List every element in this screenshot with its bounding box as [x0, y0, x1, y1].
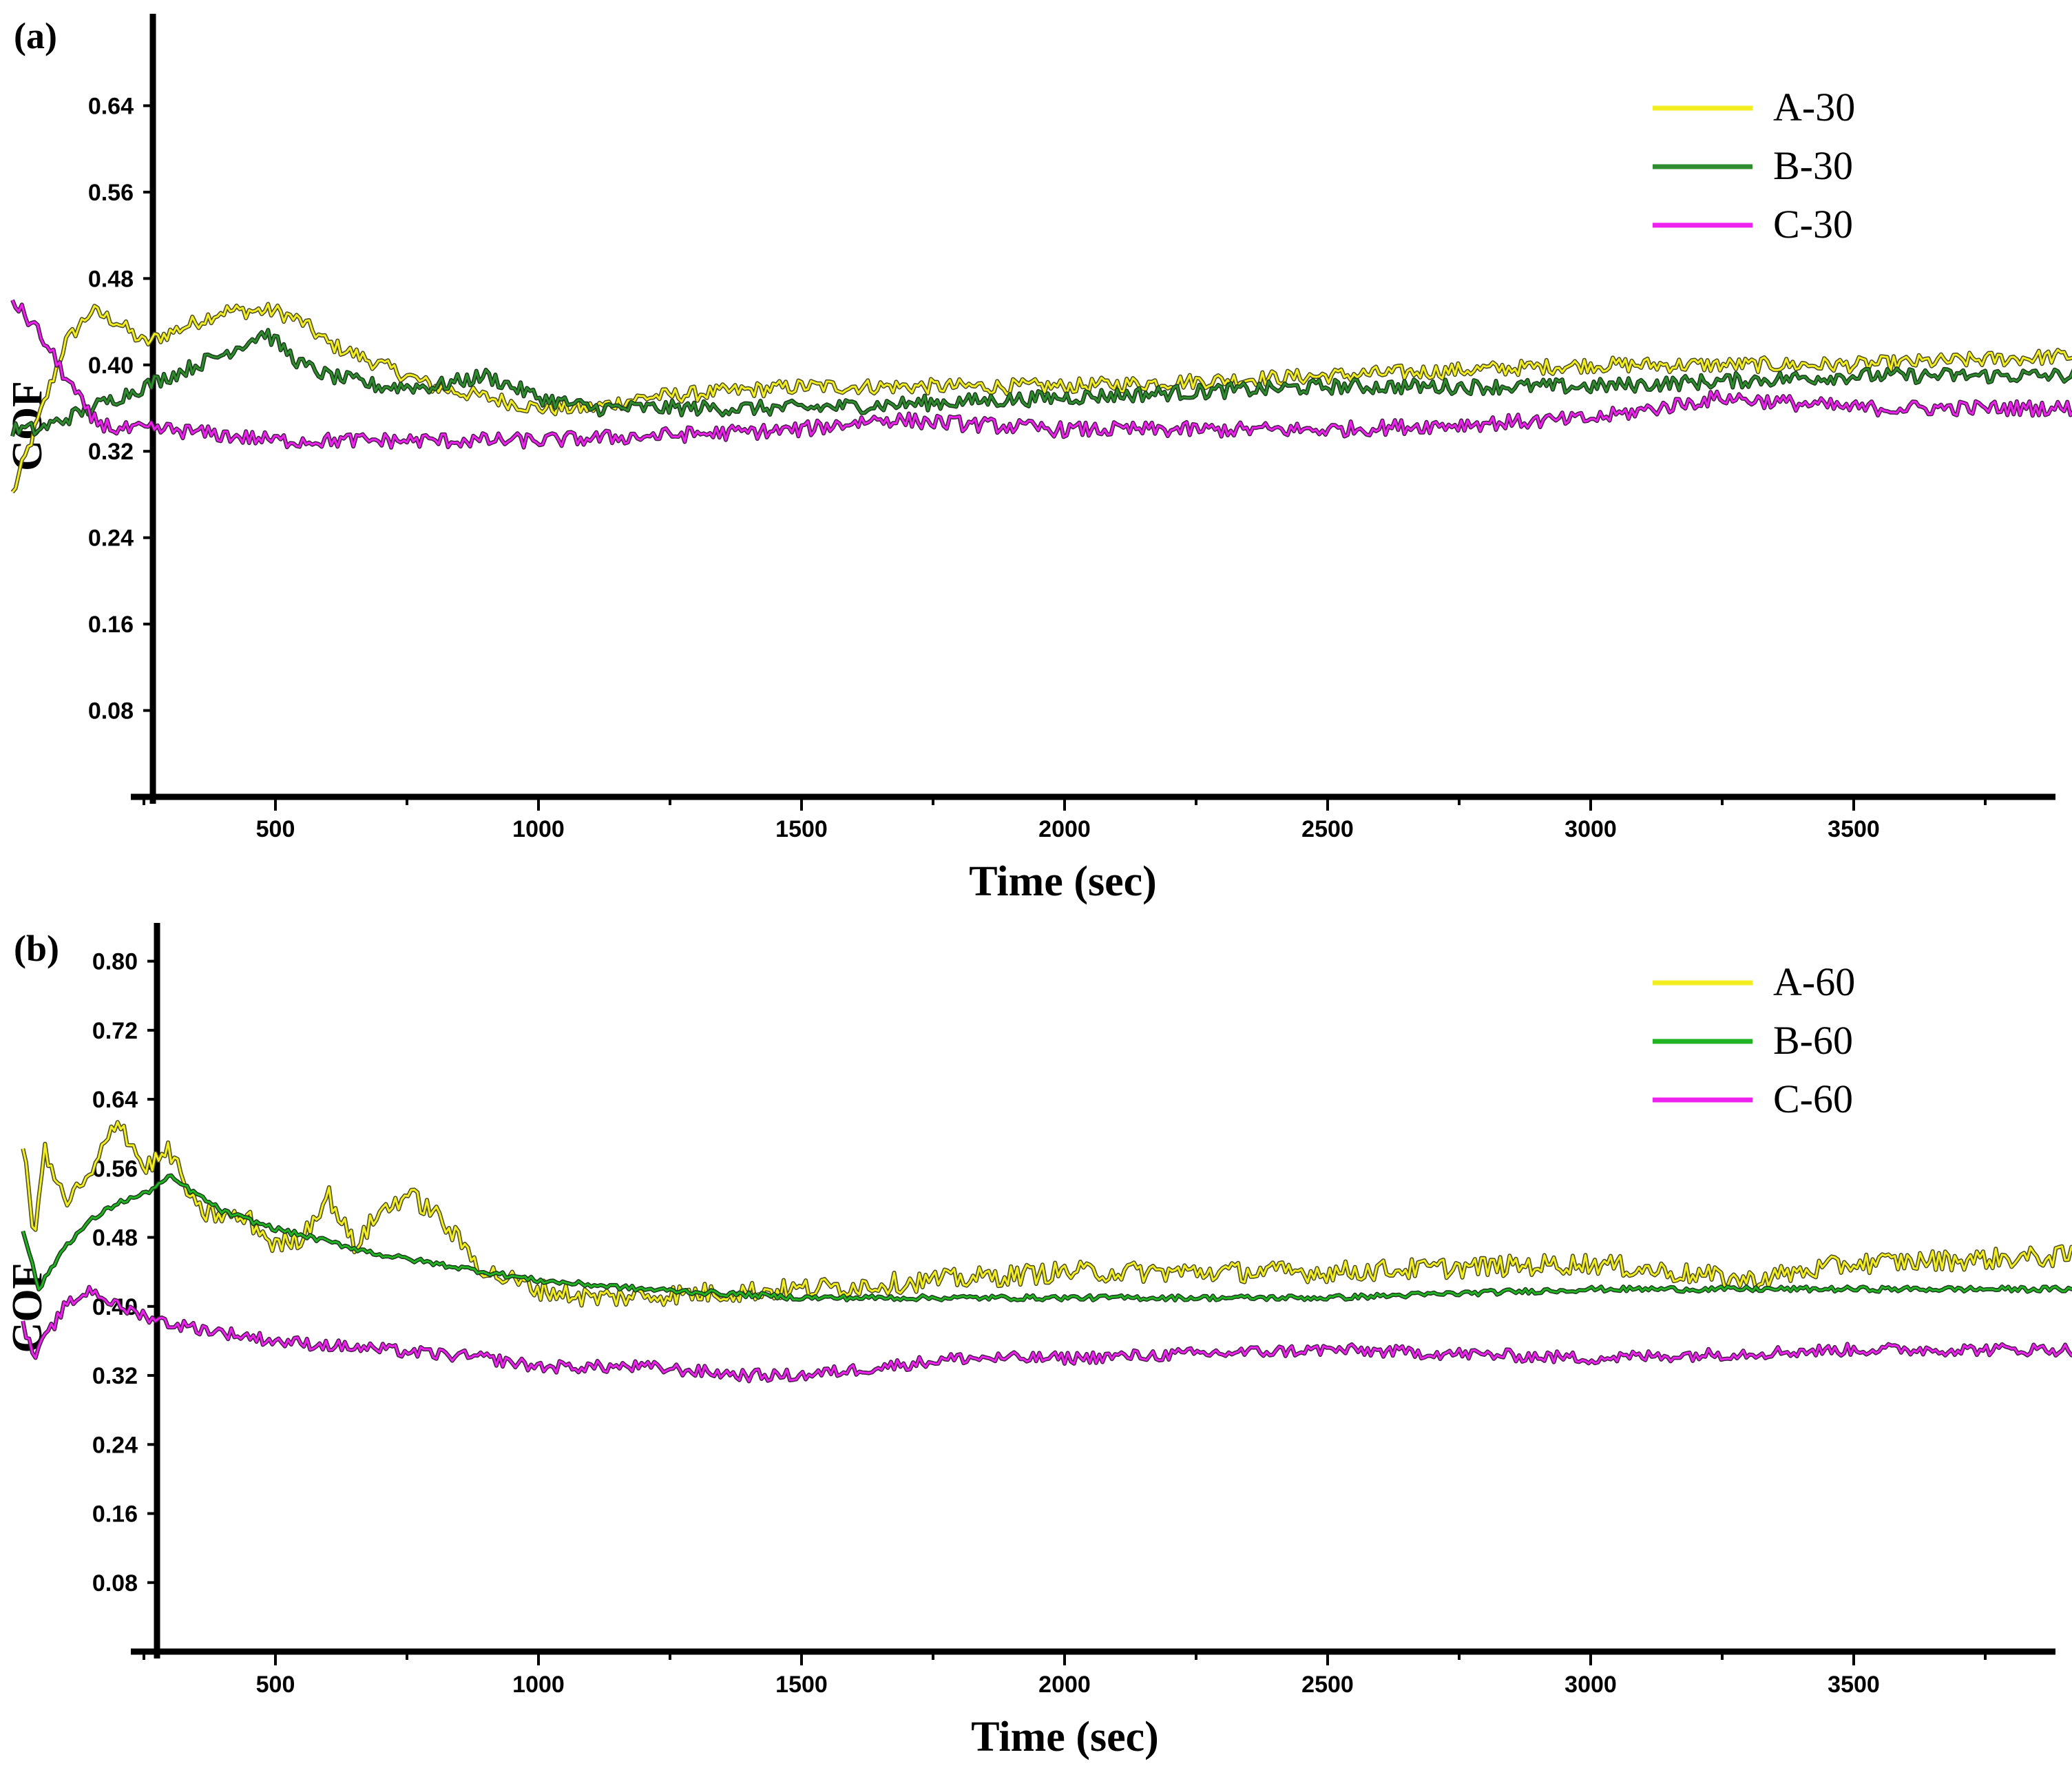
- x-tick-label: 3000: [1565, 1672, 1617, 1698]
- legend-label: C-30: [1773, 202, 1853, 247]
- series-line: [21, 1121, 2072, 1307]
- x-tick-label: 3500: [1828, 816, 1880, 842]
- y-tick-label: 0.64: [88, 93, 134, 119]
- y-tick-label: 0.64: [92, 1087, 138, 1113]
- x-tick-label: 2000: [1038, 1672, 1091, 1698]
- x-tick-label: 3000: [1565, 816, 1617, 842]
- panel-a: (a) 0.08 0.16 0.24 0.32 0.40 0.48 0.56 0.64 500 10…: [4, 14, 2072, 905]
- y-tick-label: 0.08: [88, 698, 134, 725]
- panel-b: (b)0.080.160.240.320.400.480.560.640.720…: [4, 923, 2072, 1760]
- legend-label: A-30: [1773, 85, 1855, 129]
- legend-label: A-60: [1773, 959, 1855, 1004]
- x-tick-label: 1500: [775, 1672, 828, 1698]
- x-axis-title: Time (sec): [971, 1714, 1159, 1760]
- series-line: [11, 300, 2072, 449]
- x-tick-label: 3500: [1828, 1672, 1880, 1698]
- panel-label: (b): [14, 928, 59, 969]
- legend-label: B-30: [1773, 143, 1853, 188]
- x-tick-label: 2500: [1301, 816, 1354, 842]
- y-tick-label: 0.72: [92, 1018, 138, 1044]
- y-tick-label: 0.08: [92, 1570, 138, 1597]
- x-tick-label: 500: [256, 1672, 295, 1698]
- y-tick-label: 0.24: [88, 526, 134, 552]
- y-tick-label: 0.48: [88, 266, 134, 292]
- y-tick-label: 0.56: [92, 1156, 138, 1182]
- y-tick-label: 0.32: [92, 1363, 138, 1389]
- y-tick-label: 0.32: [88, 439, 134, 465]
- panel-label: (a): [14, 15, 57, 56]
- y-tick-label: 0.16: [92, 1501, 138, 1528]
- x-tick-label: 1000: [512, 816, 565, 842]
- x-tick-label: 1500: [775, 816, 828, 842]
- y-tick-label: 0.56: [88, 180, 134, 206]
- series-line: [21, 1174, 2072, 1302]
- legend-label: B-60: [1773, 1018, 1853, 1063]
- x-axis-title: Time (sec): [969, 858, 1157, 905]
- series-line: [21, 1286, 2072, 1382]
- x-tick-label: 2000: [1038, 816, 1091, 842]
- y-tick-label: 0.24: [92, 1432, 138, 1458]
- x-tick-label: 1000: [512, 1672, 565, 1698]
- x-tick-label: 500: [256, 816, 295, 842]
- y-tick-label: 0.80: [92, 949, 138, 975]
- series-line: [11, 329, 2072, 437]
- x-tick-label: 2500: [1301, 1672, 1354, 1698]
- y-tick-label: 0.48: [92, 1225, 138, 1251]
- y-tick-label: 0.40: [88, 353, 134, 379]
- y-tick-label: 0.16: [88, 612, 134, 638]
- legend-label: C-60: [1773, 1077, 1853, 1121]
- series-line: [11, 302, 2072, 493]
